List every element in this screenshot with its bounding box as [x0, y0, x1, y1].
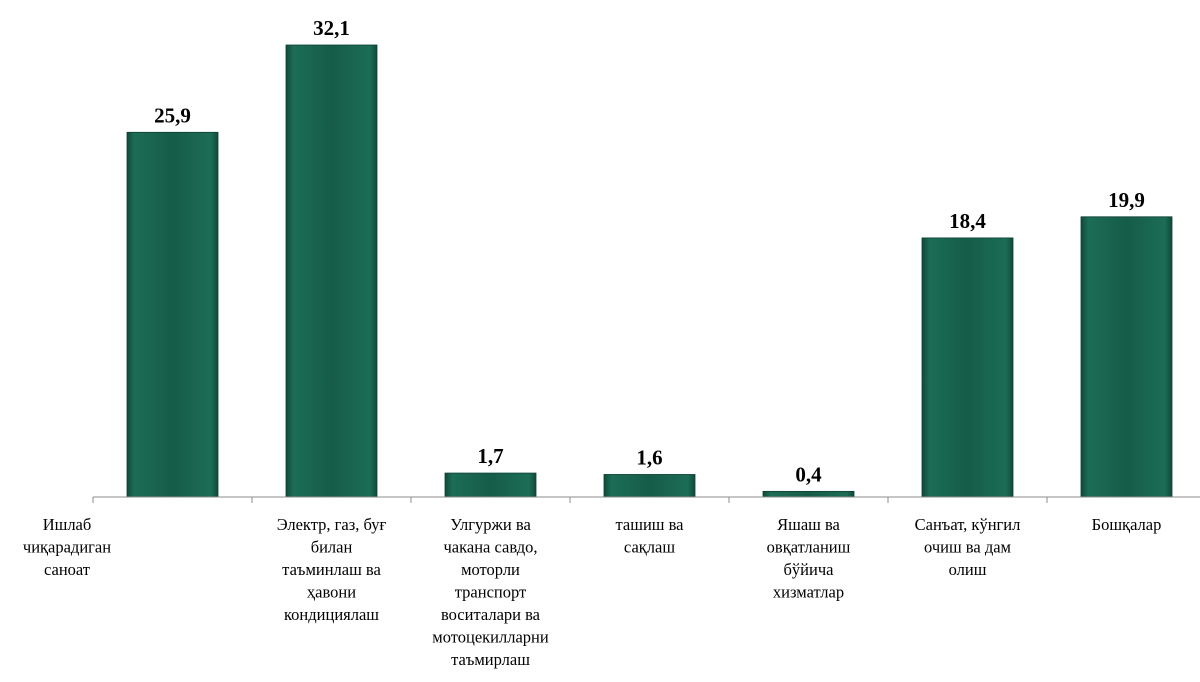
- category-label: Улгуржи ва чакана савдо, моторли транспорт в…: [432, 515, 549, 669]
- bar: [762, 490, 855, 498]
- category-label: Бошқалар: [1092, 515, 1162, 534]
- data-label: 18,4: [949, 209, 986, 233]
- data-label: 1,6: [636, 445, 662, 469]
- bar: [603, 474, 696, 498]
- category-label: ташиш ва сақлаш: [616, 515, 685, 557]
- bar: [126, 131, 219, 498]
- data-label: 25,9: [154, 103, 191, 127]
- bars-layer: [126, 44, 1173, 498]
- bar: [444, 472, 537, 498]
- bar: [1080, 216, 1173, 498]
- category-label: Санъат, кўнгил очиш ва дам олиш: [915, 515, 1021, 579]
- category-label: Ишлаб чиқарадиган саноат: [23, 515, 111, 579]
- category-label: Яшаш ва овқатланиш бўйича хизматлар: [767, 515, 851, 602]
- value-labels: 25,9 32,1 1,7 1,6 0,4 18,4 19,9: [154, 16, 1145, 486]
- bar: [285, 44, 378, 498]
- category-label: Электр, газ, буғ билан таъминлаш ва ҳавони к…: [277, 515, 387, 624]
- bar: [921, 237, 1014, 498]
- data-label: 32,1: [313, 16, 350, 40]
- category-labels: Ишлаб чиқарадиган саноат Электр, газ, буғ би…: [23, 515, 1161, 669]
- x-axis-ticks: [92, 497, 1048, 503]
- data-label: 0,4: [795, 462, 822, 486]
- data-label: 19,9: [1108, 188, 1145, 212]
- data-label: 1,7: [477, 444, 503, 468]
